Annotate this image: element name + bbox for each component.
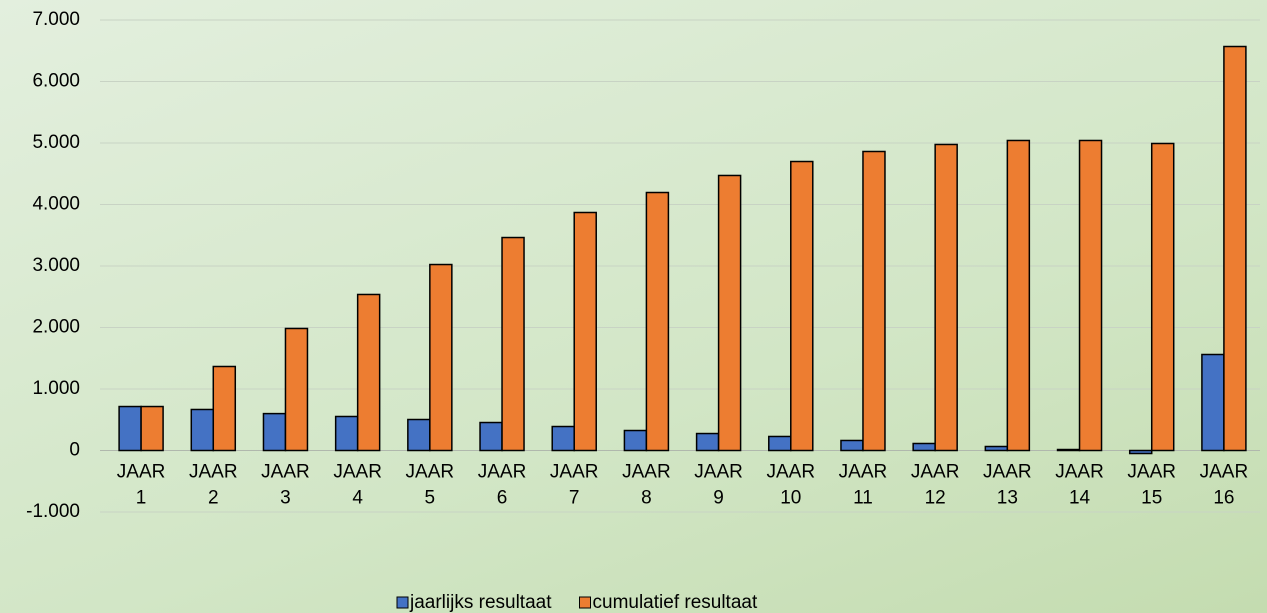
bar [551, 425, 575, 452]
bar [934, 143, 958, 452]
legend-label: cumulatief resultaat [593, 592, 758, 613]
y-tick-label: 5.000 [32, 132, 80, 153]
x-tick-line: JAAR [1055, 462, 1104, 483]
y-tick-label: 3.000 [32, 255, 80, 276]
x-tick-label: JAAR 5 [406, 462, 455, 509]
x-tick-line: 13 [997, 488, 1018, 509]
legend-swatch [396, 596, 409, 609]
x-tick-line: 9 [713, 488, 724, 509]
x-tick-line: JAAR [1127, 462, 1176, 483]
x-tick-line: JAAR [911, 462, 960, 483]
x-tick-line: JAAR [550, 462, 599, 483]
bar [1201, 353, 1225, 452]
x-tick-label: JAAR 8 [622, 462, 671, 509]
x-tick-line: 1 [136, 488, 147, 509]
y-tick-label: 6.000 [32, 71, 80, 92]
bar [284, 327, 309, 452]
x-tick-label: JAAR 12 [911, 462, 960, 509]
bar [840, 439, 864, 452]
y-tick-label: 4.000 [32, 194, 80, 215]
x-tick-label: JAAR 4 [333, 462, 382, 509]
bar [768, 435, 792, 452]
bar [1056, 448, 1081, 452]
bar [623, 429, 648, 452]
x-tick-line: 7 [569, 488, 580, 509]
legend-swatch [579, 596, 591, 609]
x-tick-line: JAAR [478, 462, 527, 483]
x-tick-label: JAAR 10 [766, 462, 815, 509]
x-tick-line: 14 [1069, 488, 1091, 509]
x-tick-label: JAAR 9 [694, 462, 743, 509]
x-tick-label: JAAR 3 [261, 462, 310, 509]
x-tick-line: 16 [1213, 488, 1234, 509]
x-tick-line: JAAR [406, 462, 455, 483]
x-tick-label: JAAR 14 [1055, 462, 1104, 509]
bar [1006, 139, 1031, 452]
x-tick-line: JAAR [839, 462, 888, 483]
x-tick-label: JAAR 11 [839, 462, 888, 509]
x-tick-line: JAAR [1200, 462, 1249, 483]
bar [1150, 142, 1175, 452]
bar [140, 405, 164, 452]
bar [501, 236, 525, 452]
x-tick-line: JAAR [694, 462, 743, 483]
bar [118, 405, 142, 452]
bar [695, 432, 720, 452]
bar [334, 415, 359, 452]
x-tick-label: JAAR 2 [189, 462, 238, 509]
bar [262, 412, 287, 452]
y-tick-label: 2.000 [32, 317, 80, 338]
y-tick-label: 1.000 [32, 378, 80, 399]
x-tick-line: 15 [1141, 488, 1162, 509]
y-tick-label: 7.000 [32, 9, 80, 30]
x-tick-line: JAAR [983, 462, 1032, 483]
bar [1078, 139, 1103, 452]
bar [790, 160, 814, 452]
x-tick-label: JAAR 13 [983, 462, 1032, 509]
x-tick-line: 6 [497, 488, 508, 509]
x-tick-line: 3 [280, 488, 291, 509]
bar [912, 442, 936, 452]
bar [862, 150, 886, 452]
bar [212, 365, 237, 452]
x-tick-line: JAAR [333, 462, 382, 483]
x-tick-label: JAAR 1 [117, 462, 166, 509]
legend-label: jaarlijks resultaat [409, 592, 552, 613]
x-tick-line: 11 [853, 488, 873, 509]
bar [1223, 45, 1247, 452]
x-tick-line: JAAR [117, 462, 166, 483]
x-tick-line: 5 [425, 488, 436, 509]
bar [717, 174, 742, 452]
x-tick-line: 8 [641, 488, 652, 509]
x-tick-line: 10 [780, 488, 801, 509]
y-tick-label: 0 [69, 440, 80, 461]
x-tick-line: 2 [208, 488, 219, 509]
y-tick-label: -1.000 [26, 501, 80, 522]
x-tick-line: 12 [925, 488, 946, 509]
bar [984, 445, 1009, 452]
x-tick-label: JAAR 6 [478, 462, 527, 509]
x-tick-line: 4 [352, 488, 363, 509]
x-tick-line: JAAR [261, 462, 310, 483]
x-tick-label: JAAR 15 [1127, 462, 1176, 509]
bar [407, 418, 431, 452]
x-tick-line: JAAR [622, 462, 671, 483]
bar [1128, 449, 1153, 455]
x-tick-line: JAAR [189, 462, 238, 483]
x-tick-label: JAAR 16 [1200, 462, 1249, 509]
x-tick-label: JAAR 7 [550, 462, 599, 509]
bar [573, 211, 597, 452]
bar [190, 408, 215, 452]
bar [356, 293, 381, 452]
bar [429, 263, 453, 452]
bar [645, 191, 670, 452]
bar [479, 421, 503, 452]
x-tick-line: JAAR [766, 462, 815, 483]
